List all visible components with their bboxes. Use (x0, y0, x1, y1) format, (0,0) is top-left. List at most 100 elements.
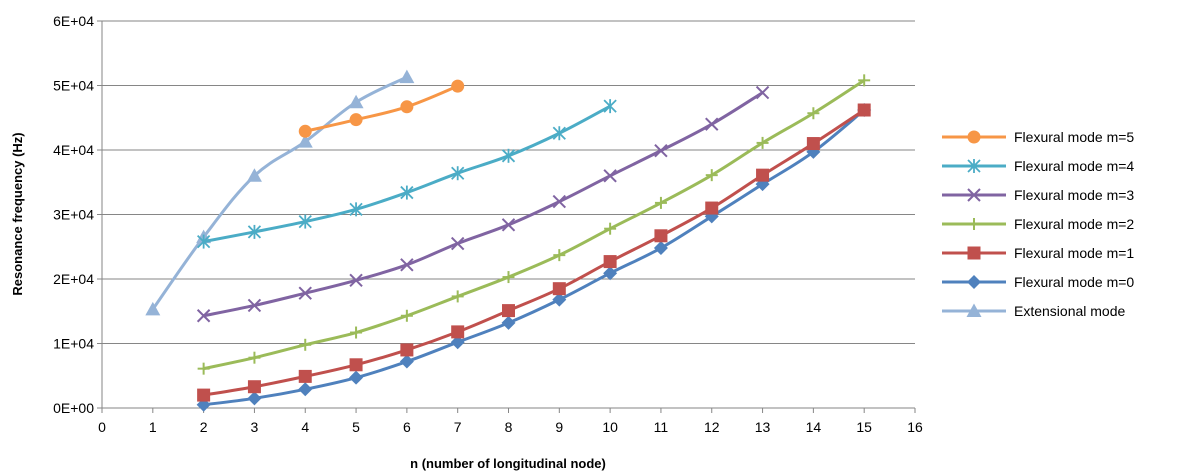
legend-entry: Flexural mode m=5 (942, 129, 1134, 145)
y-tick-labels: 0E+00 1E+04 2E+04 3E+04 4E+04 5E+04 6E+04 (53, 13, 94, 416)
data-point (553, 249, 566, 262)
marker-part (967, 188, 981, 202)
x-tick-label: 14 (806, 419, 822, 435)
plot-area (145, 69, 872, 412)
y-tick-label: 1E+04 (53, 336, 94, 352)
legend-label: Flexural mode m=4 (1014, 158, 1134, 174)
data-point (297, 134, 313, 148)
data-point (705, 117, 719, 131)
data-point (450, 236, 465, 251)
axes (97, 20, 916, 413)
legend-marker (966, 303, 982, 317)
legend-label: Extensional mode (1014, 303, 1126, 319)
data-point (451, 290, 464, 303)
legend-marker (967, 159, 981, 173)
legend-entry: Flexural mode m=4 (942, 158, 1134, 174)
data-point (654, 143, 668, 158)
series-flexural-mode-m-2 (197, 74, 871, 375)
data-point (501, 315, 516, 330)
series-extensional-mode (145, 69, 415, 316)
x-tick-label: 9 (555, 419, 563, 435)
data-point (298, 382, 313, 397)
data-point (349, 113, 363, 127)
series-line (304, 84, 459, 133)
y-tick-label: 6E+04 (53, 13, 94, 29)
data-point (298, 214, 312, 229)
data-point (298, 369, 312, 383)
data-point (247, 380, 261, 394)
x-tick-label: 10 (602, 419, 618, 435)
legend-label: Flexural mode m=0 (1014, 274, 1134, 290)
y-tick-label: 3E+04 (53, 207, 94, 223)
marker-part (654, 143, 668, 158)
data-point (350, 326, 363, 339)
x-tick-label: 13 (755, 419, 771, 435)
data-point (400, 309, 413, 322)
data-point (502, 304, 515, 318)
data-point (552, 194, 567, 209)
data-point (653, 241, 668, 256)
data-point (298, 286, 312, 300)
data-point (349, 273, 363, 287)
data-point (348, 94, 364, 109)
series-flexural-mode-m-0 (196, 103, 872, 412)
data-point (246, 168, 262, 182)
data-point (756, 136, 769, 149)
data-point (501, 148, 516, 163)
y-tick-label: 5E+04 (53, 78, 94, 94)
data-point (603, 255, 617, 269)
data-point (451, 325, 465, 339)
data-point (247, 224, 262, 239)
data-point (756, 168, 770, 182)
data-point (298, 124, 312, 138)
data-point (603, 266, 618, 281)
legend-marker (967, 130, 981, 144)
x-tick-label: 11 (654, 419, 669, 435)
marker-part (450, 236, 465, 251)
series-line (203, 79, 866, 371)
series-flexural-mode-m-4 (196, 99, 617, 249)
data-point (247, 391, 262, 406)
data-point (196, 234, 211, 249)
x-tick-label: 4 (301, 419, 309, 435)
x-tick-label: 16 (907, 419, 923, 435)
data-point (450, 335, 465, 350)
legend-label: Flexural mode m=2 (1014, 216, 1134, 232)
y-tick-label: 2E+04 (53, 271, 94, 287)
x-tick-label: 2 (200, 419, 208, 435)
data-point (247, 298, 262, 313)
x-tick-label: 8 (505, 419, 513, 435)
y-axis-title: Resonance frequency (Hz) (10, 132, 25, 295)
legend-marker (967, 188, 981, 202)
gridlines (102, 20, 915, 344)
data-point (604, 222, 617, 235)
x-tick-label: 3 (251, 419, 259, 435)
data-point (349, 202, 363, 217)
data-point (502, 271, 515, 284)
data-point (349, 358, 363, 372)
marker-part (349, 273, 363, 287)
data-point (501, 218, 516, 232)
data-point (400, 343, 414, 357)
x-tick-labels: 0 1 2 3 4 5 6 7 8 9 10 11 12 13 14 15 16 (98, 419, 923, 435)
series-flexural-mode-m-1 (197, 103, 871, 402)
marker-part (501, 218, 516, 232)
x-tick-label: 15 (856, 419, 872, 435)
legend-marker (968, 218, 980, 230)
data-point (399, 69, 415, 84)
data-point (451, 79, 465, 93)
data-point (349, 370, 364, 385)
data-point (858, 74, 871, 87)
legend-marker (967, 246, 981, 260)
x-tick-label: 6 (403, 419, 411, 435)
data-point (299, 338, 312, 351)
data-point (755, 85, 770, 100)
data-point (399, 354, 414, 369)
legend-entry: Flexural mode m=0 (942, 274, 1134, 290)
data-point (705, 201, 719, 215)
data-point (451, 166, 465, 181)
data-point (857, 103, 871, 117)
x-tick-label: 1 (149, 419, 157, 435)
data-point (400, 258, 414, 272)
